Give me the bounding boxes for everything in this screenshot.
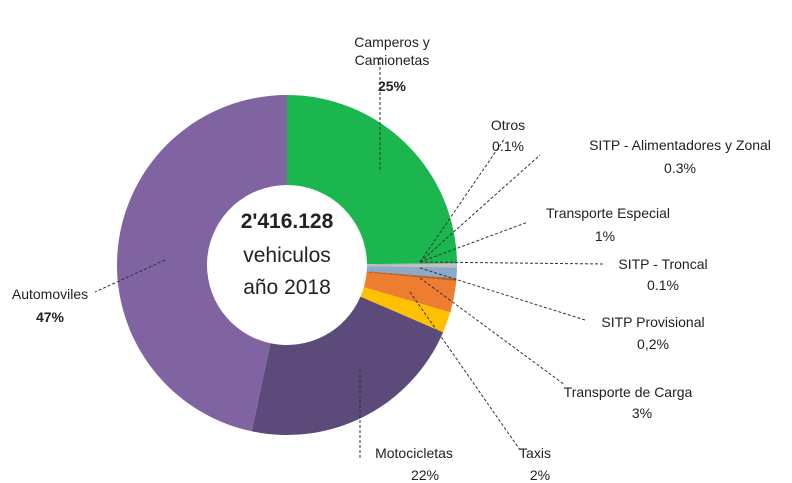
leader-line <box>94 259 166 293</box>
leader-line <box>409 291 521 451</box>
donut-slice <box>366 266 457 278</box>
slice-label: SITP Provisional <box>601 314 705 330</box>
donut-slice <box>366 271 457 282</box>
slice-label: SITP - Alimentadores y Zonal <box>589 137 771 153</box>
value-label: 1% <box>594 228 616 244</box>
donut-slice <box>251 296 444 435</box>
value-label: 0.1% <box>647 277 679 293</box>
slice-label: Taxis <box>519 445 551 461</box>
value-label: 3% <box>631 405 653 421</box>
donut-slice <box>366 271 457 280</box>
leader-line <box>419 267 586 321</box>
slice-label: Otros <box>490 117 526 133</box>
value-label: 47% <box>35 309 65 325</box>
donut-slice <box>366 263 457 265</box>
leader-line <box>419 154 541 263</box>
leader-line <box>419 261 606 265</box>
slice-label: Camperos y Camionetas <box>354 34 430 68</box>
center-line: vehiculos <box>243 244 331 267</box>
donut-slice <box>287 95 457 265</box>
slice-label: Transporte de Carga <box>563 384 693 400</box>
donut-slice <box>366 264 457 268</box>
slice-label: SITP - Troncal <box>618 256 708 272</box>
leader-line <box>419 137 506 263</box>
center-title: 2'416.128 <box>240 210 334 233</box>
donut-slice <box>360 287 451 333</box>
value-label: 22% <box>410 467 440 483</box>
slice-label: Automoviles <box>11 286 89 302</box>
value-label: 0,2% <box>637 336 669 352</box>
value-label: 25% <box>377 78 407 94</box>
leader-line <box>419 221 529 263</box>
value-label: 2% <box>529 467 551 483</box>
leader-line <box>419 277 566 386</box>
value-label: 0.3% <box>664 160 696 176</box>
donut-slice <box>116 95 287 432</box>
center-line: año 2018 <box>243 276 331 299</box>
slice-label: Transporte Especial <box>546 205 670 221</box>
slice-label: Motocicletas <box>375 445 453 461</box>
value-label: 0.1% <box>492 138 524 154</box>
